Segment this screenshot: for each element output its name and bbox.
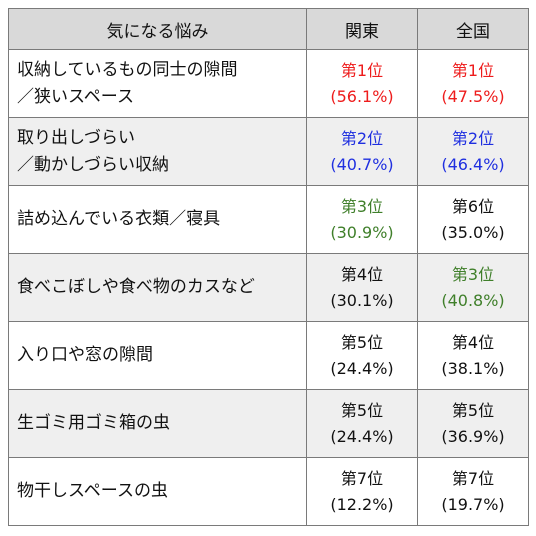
national-rank-cell: 第7位 (19.7%) bbox=[417, 457, 529, 526]
kanto-rank-cell: 第4位 (30.1%) bbox=[306, 253, 418, 322]
kanto-rank-cell: 第7位 (12.2%) bbox=[306, 457, 418, 526]
rank-percent: (38.1%) bbox=[441, 358, 505, 378]
national-rank-cell: 第1位 (47.5%) bbox=[417, 49, 529, 118]
header-concern: 気になる悩み bbox=[8, 8, 307, 50]
ranking-table: 気になる悩み 関東 全国 収納しているもの同士の隙間 ／狭いスペース 第1位 (… bbox=[8, 8, 529, 526]
national-rank-cell: 第5位 (36.9%) bbox=[417, 389, 529, 458]
table-row: 食べこぼしや食べ物のカスなど 第4位 (30.1%) 第3位 (40.8%) bbox=[8, 253, 529, 322]
rank-position: 第4位 bbox=[340, 264, 384, 284]
rank-percent: (35.0%) bbox=[441, 222, 505, 242]
rank-percent: (30.9%) bbox=[330, 222, 394, 242]
header-national: 全国 bbox=[417, 8, 529, 50]
kanto-rank-cell: 第5位 (24.4%) bbox=[306, 321, 418, 390]
rank-position: 第6位 bbox=[451, 196, 495, 216]
header-row: 気になる悩み 関東 全国 bbox=[8, 8, 529, 50]
rank-position: 第1位 bbox=[451, 60, 495, 80]
national-rank-cell: 第3位 (40.8%) bbox=[417, 253, 529, 322]
table-body: 収納しているもの同士の隙間 ／狭いスペース 第1位 (56.1%) 第1位 (4… bbox=[8, 49, 529, 526]
rank-position: 第5位 bbox=[451, 400, 495, 420]
header-kanto: 関東 bbox=[306, 8, 418, 50]
kanto-rank-cell: 第1位 (56.1%) bbox=[306, 49, 418, 118]
concern-cell: 食べこぼしや食べ物のカスなど bbox=[8, 253, 307, 322]
rank-percent: (24.4%) bbox=[330, 358, 394, 378]
table-row: 詰め込んでいる衣類／寝具 第3位 (30.9%) 第6位 (35.0%) bbox=[8, 185, 529, 254]
rank-position: 第7位 bbox=[340, 468, 384, 488]
rank-percent: (47.5%) bbox=[441, 86, 505, 106]
rank-position: 第2位 bbox=[340, 128, 384, 148]
rank-percent: (19.7%) bbox=[441, 494, 505, 514]
concern-line: 物干しスペースの虫 bbox=[17, 481, 168, 501]
rank-percent: (46.4%) bbox=[441, 154, 505, 174]
concern-line: ／狭いスペース bbox=[17, 86, 134, 107]
rank-position: 第1位 bbox=[340, 60, 384, 80]
rank-position: 第3位 bbox=[451, 264, 495, 284]
concern-line: 詰め込んでいる衣類／寝具 bbox=[17, 209, 221, 229]
rank-position: 第2位 bbox=[451, 128, 495, 148]
rank-position: 第5位 bbox=[340, 400, 384, 420]
table-row: 生ゴミ用ゴミ箱の虫 第5位 (24.4%) 第5位 (36.9%) bbox=[8, 389, 529, 458]
rank-percent: (40.8%) bbox=[441, 290, 505, 310]
ranking-table-container: 気になる悩み 関東 全国 収納しているもの同士の隙間 ／狭いスペース 第1位 (… bbox=[8, 8, 529, 526]
concern-cell: 生ゴミ用ゴミ箱の虫 bbox=[8, 389, 307, 458]
rank-percent: (30.1%) bbox=[330, 290, 394, 310]
concern-line: 食べこぼしや食べ物のカスなど bbox=[17, 277, 255, 297]
concern-cell: 取り出しづらい ／動かしづらい収納 bbox=[8, 117, 307, 186]
table-row: 収納しているもの同士の隙間 ／狭いスペース 第1位 (56.1%) 第1位 (4… bbox=[8, 49, 529, 118]
table-header: 気になる悩み 関東 全国 bbox=[8, 8, 529, 50]
rank-position: 第3位 bbox=[340, 196, 384, 216]
rank-percent: (24.4%) bbox=[330, 426, 394, 446]
kanto-rank-cell: 第3位 (30.9%) bbox=[306, 185, 418, 254]
rank-percent: (12.2%) bbox=[330, 494, 394, 514]
rank-position: 第4位 bbox=[451, 332, 495, 352]
table-row: 入り口や窓の隙間 第5位 (24.4%) 第4位 (38.1%) bbox=[8, 321, 529, 390]
concern-line: 入り口や窓の隙間 bbox=[17, 345, 153, 365]
table-row: 物干しスペースの虫 第7位 (12.2%) 第7位 (19.7%) bbox=[8, 457, 529, 526]
table-row: 取り出しづらい ／動かしづらい収納 第2位 (40.7%) 第2位 (46.4%… bbox=[8, 117, 529, 186]
national-rank-cell: 第2位 (46.4%) bbox=[417, 117, 529, 186]
rank-percent: (40.7%) bbox=[330, 154, 394, 174]
kanto-rank-cell: 第5位 (24.4%) bbox=[306, 389, 418, 458]
concern-line: 取り出しづらい bbox=[17, 127, 135, 148]
rank-position: 第5位 bbox=[340, 332, 384, 352]
concern-line: ／動かしづらい収納 bbox=[17, 154, 169, 175]
concern-cell: 物干しスペースの虫 bbox=[8, 457, 307, 526]
rank-percent: (36.9%) bbox=[441, 426, 505, 446]
rank-position: 第7位 bbox=[451, 468, 495, 488]
concern-cell: 詰め込んでいる衣類／寝具 bbox=[8, 185, 307, 254]
rank-percent: (56.1%) bbox=[330, 86, 394, 106]
kanto-rank-cell: 第2位 (40.7%) bbox=[306, 117, 418, 186]
concern-line: 収納しているもの同士の隙間 bbox=[17, 59, 238, 80]
concern-cell: 入り口や窓の隙間 bbox=[8, 321, 307, 390]
concern-line: 生ゴミ用ゴミ箱の虫 bbox=[17, 413, 170, 433]
national-rank-cell: 第4位 (38.1%) bbox=[417, 321, 529, 390]
concern-cell: 収納しているもの同士の隙間 ／狭いスペース bbox=[8, 49, 307, 118]
national-rank-cell: 第6位 (35.0%) bbox=[417, 185, 529, 254]
